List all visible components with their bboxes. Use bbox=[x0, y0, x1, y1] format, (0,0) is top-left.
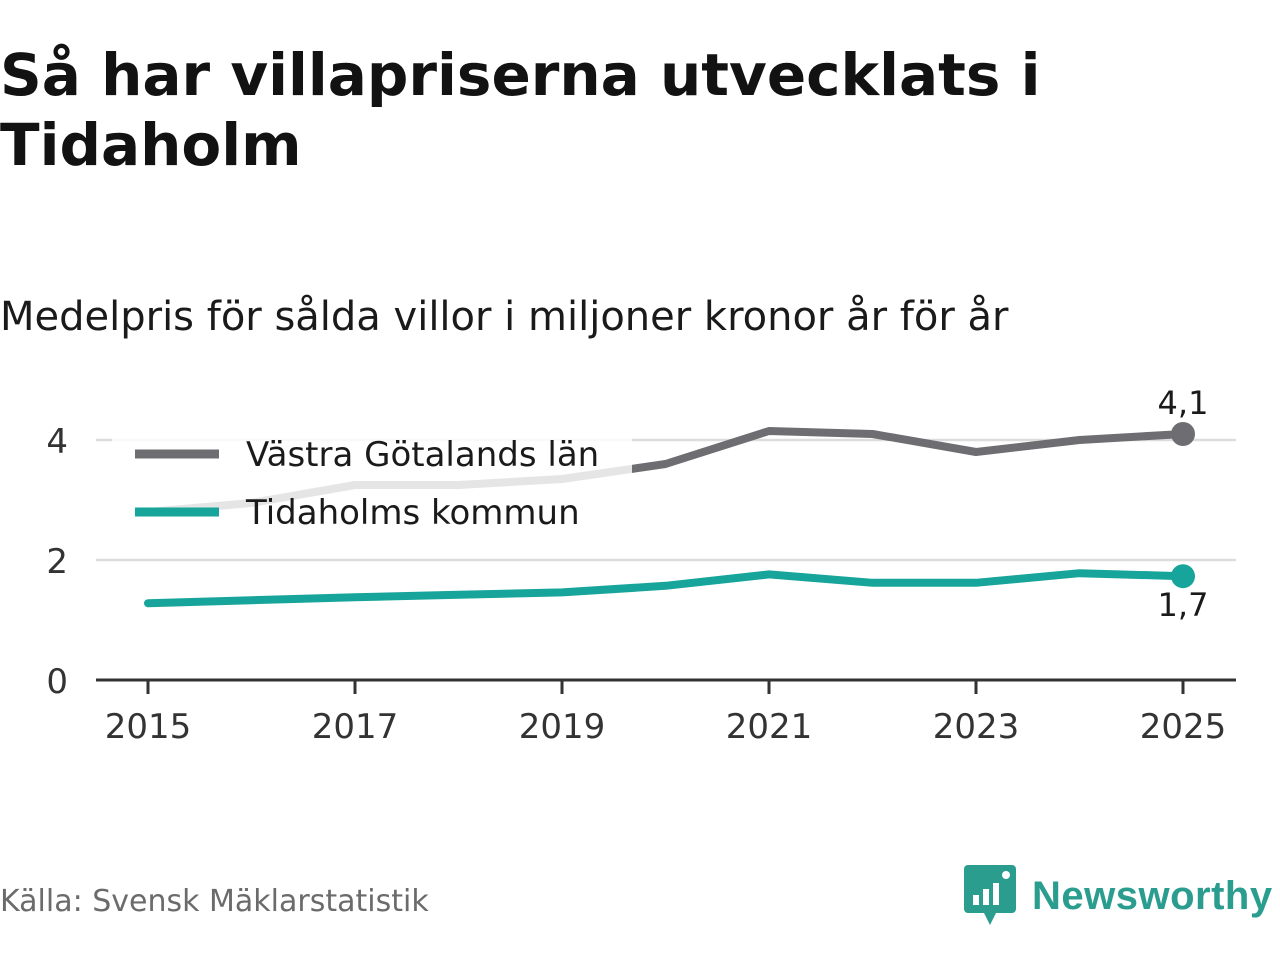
series-end-point-0 bbox=[1171, 422, 1195, 446]
y-tick-label-4: 4 bbox=[46, 422, 68, 462]
series-end-label-0: 4,1 bbox=[1158, 384, 1209, 422]
x-tick-label-2019: 2019 bbox=[519, 707, 606, 747]
chart-title: Så har villapriserna utvecklats i Tidaho… bbox=[0, 41, 1041, 179]
x-axis: 2015 2017 2019 2021 2023 2025 bbox=[96, 678, 1236, 747]
x-tick-label-2025: 2025 bbox=[1140, 707, 1227, 747]
newsworthy-logo-icon bbox=[964, 865, 1016, 925]
series-end-point-1 bbox=[1171, 564, 1195, 589]
x-tick-label-2023: 2023 bbox=[933, 707, 1020, 747]
legend: Västra Götalands län Tidaholms kommun bbox=[112, 418, 632, 536]
legend-label-region: Västra Götalands län bbox=[246, 435, 599, 475]
chart-subtitle: Medelpris för sålda villor i miljoner kr… bbox=[0, 294, 1009, 340]
y-tick-label-2: 2 bbox=[46, 542, 68, 582]
series-end-label-1: 1,7 bbox=[1158, 586, 1209, 624]
series-line-1 bbox=[144, 569, 1187, 608]
x-tick-label-2017: 2017 bbox=[312, 707, 399, 747]
series-overlay: 4,1 1,7 bbox=[1158, 384, 1209, 624]
legend-label-municipality: Tidaholms kommun bbox=[245, 493, 580, 533]
brand-name: Newsworthy bbox=[1032, 873, 1273, 918]
brand-logo: Newsworthy bbox=[964, 864, 1273, 928]
source-note: Källa: Svensk Mäklarstatistik bbox=[0, 884, 429, 919]
y-axis-ticks: 0 2 4 bbox=[46, 422, 68, 702]
y-tick-label-0: 0 bbox=[46, 662, 68, 702]
x-tick-label-2015: 2015 bbox=[105, 707, 192, 747]
x-tick-label-2021: 2021 bbox=[726, 707, 813, 747]
